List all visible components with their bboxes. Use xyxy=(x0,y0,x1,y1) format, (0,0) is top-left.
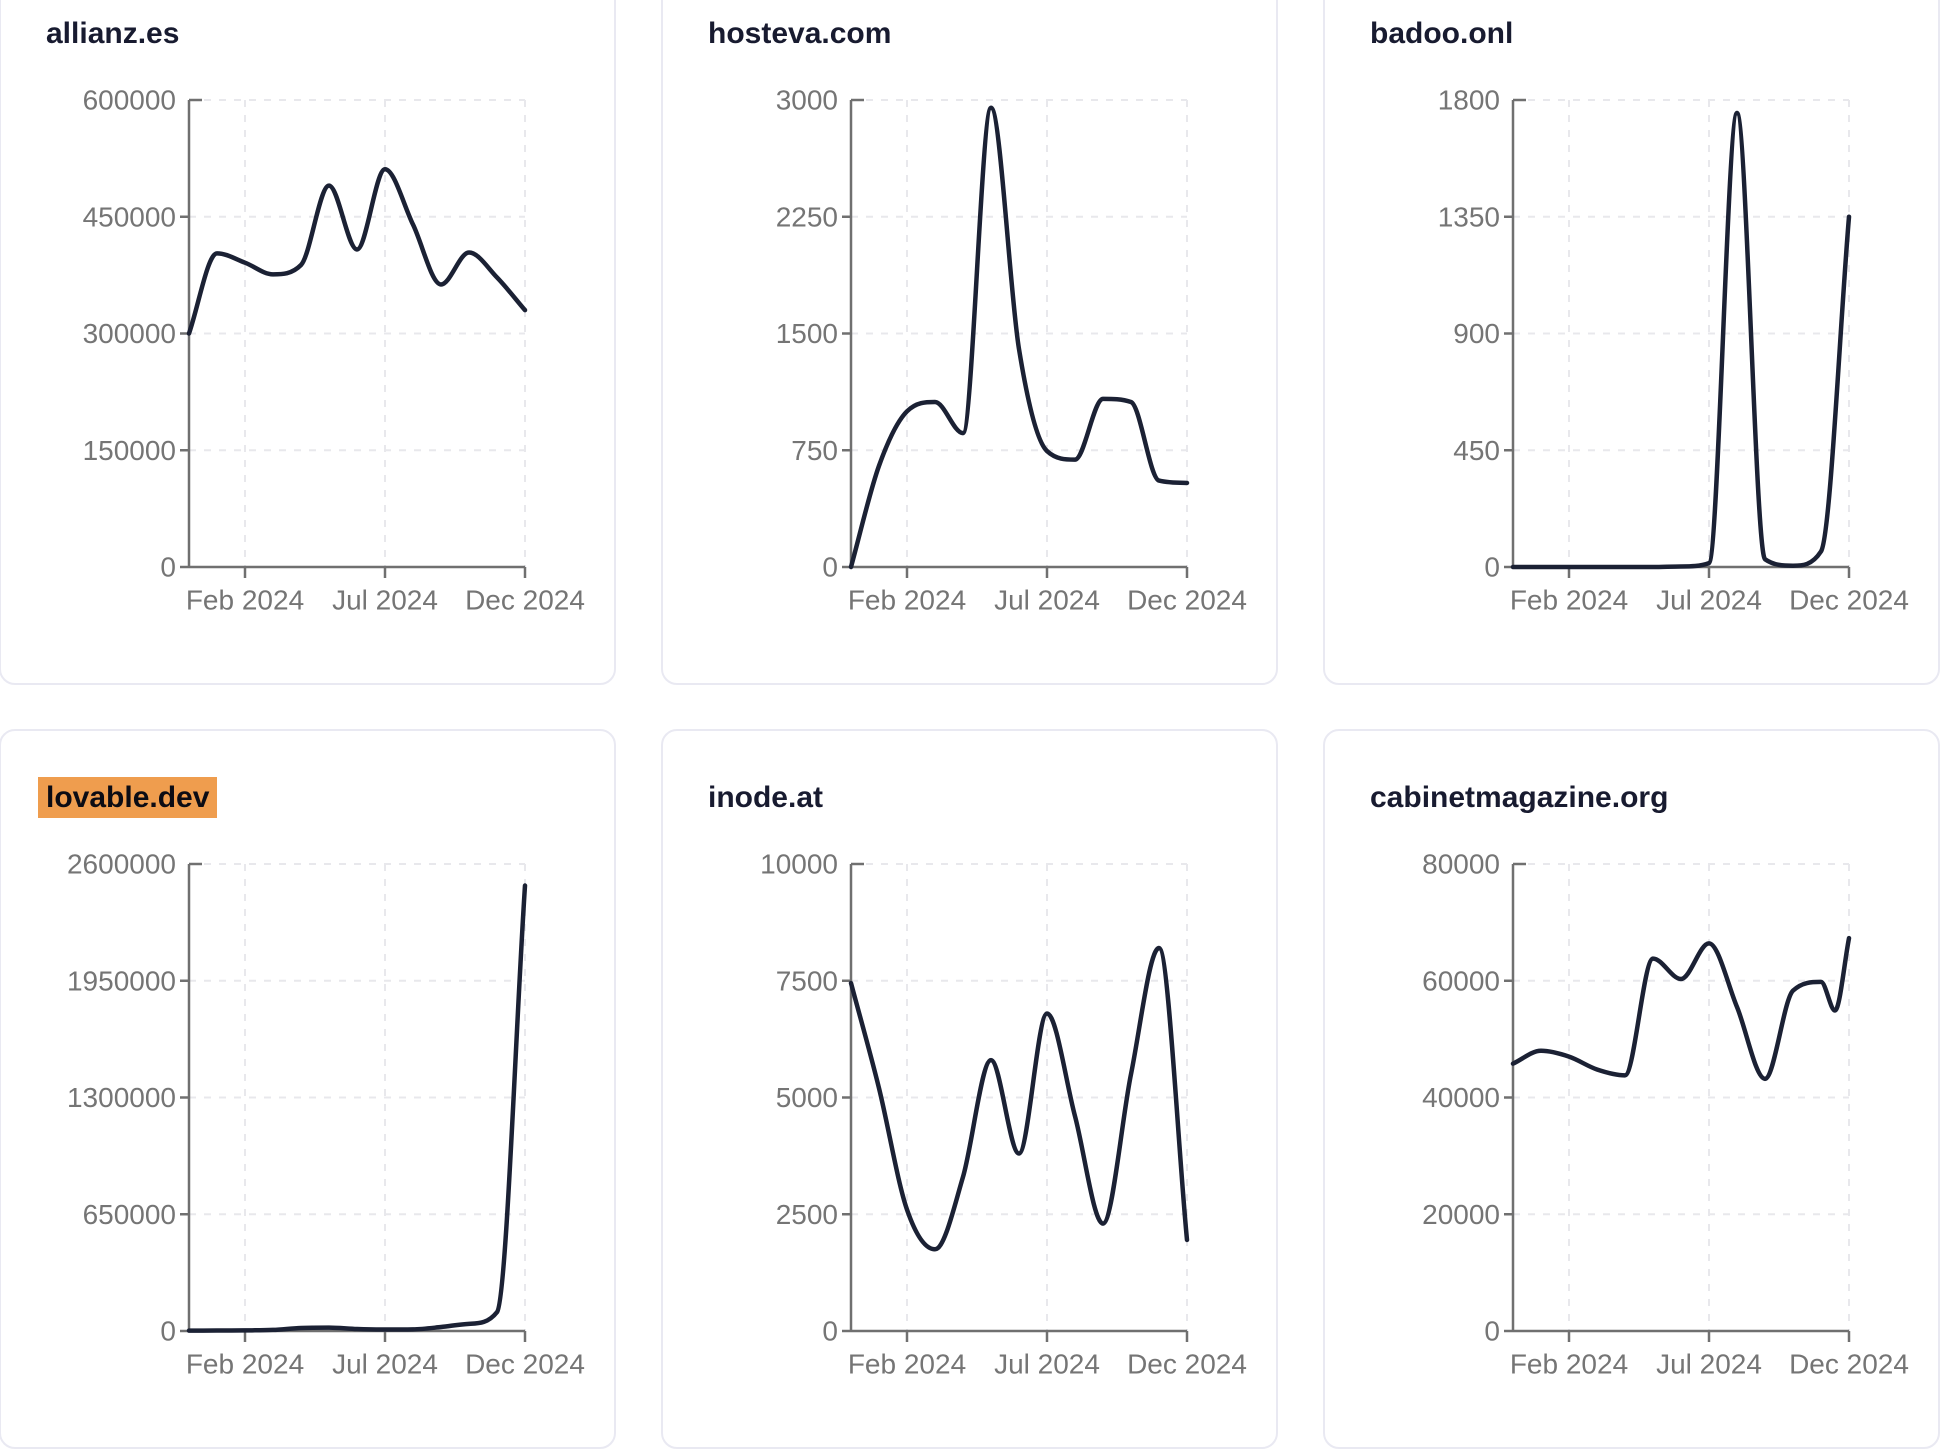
y-tick-label: 1500 xyxy=(776,318,838,349)
x-tick-label: Jul 2024 xyxy=(994,1349,1100,1380)
line-chart: 0 650000 1300000 1950000 2600000 Feb 2024 Jul … xyxy=(67,849,585,1380)
chart-card: allianz.es 0 150000 300000 450000 600000 Feb 2… xyxy=(0,0,616,685)
y-tick-label: 0 xyxy=(1484,1316,1500,1347)
chart-card: cabinetmagazine.org 0 20000 40000 60000 80000… xyxy=(1323,729,1940,1449)
chart-title-highlighted: lovable.dev xyxy=(38,777,218,818)
y-tick-label: 1300000 xyxy=(67,1082,176,1113)
x-tick-label: Dec 2024 xyxy=(465,1349,585,1380)
x-tick-label: Dec 2024 xyxy=(1127,585,1247,616)
x-tick-label: Dec 2024 xyxy=(1127,1349,1247,1380)
x-tick-label: Jul 2024 xyxy=(994,585,1100,616)
y-tick-label: 0 xyxy=(1484,552,1500,583)
x-tick-label: Dec 2024 xyxy=(1789,1349,1909,1380)
x-tick-label: Feb 2024 xyxy=(1510,1349,1628,1380)
y-tick-label: 450 xyxy=(1453,435,1500,466)
data-line xyxy=(848,945,1190,1252)
y-tick-label: 2600000 xyxy=(67,849,176,880)
chart-title: cabinetmagazine.org xyxy=(1370,781,1669,814)
x-tick-label: Dec 2024 xyxy=(465,585,585,616)
y-tick-label: 900 xyxy=(1453,318,1500,349)
chart-title: allianz.es xyxy=(46,17,180,50)
y-tick-label: 0 xyxy=(160,552,176,583)
y-tick-label: 650000 xyxy=(83,1199,176,1230)
line-chart: 0 20000 40000 60000 80000 Feb 2024 Jul 2024 Dec… xyxy=(1422,849,1909,1380)
x-tick-label: Jul 2024 xyxy=(1656,1349,1762,1380)
data-line xyxy=(848,105,1190,570)
y-tick-label: 1350 xyxy=(1438,201,1500,232)
y-tick-label: 0 xyxy=(822,552,838,583)
data-line xyxy=(186,883,528,1333)
chart-card: badoo.onl 0 450 900 1350 1800 Feb 2024 Jul 2024… xyxy=(1323,0,1940,685)
y-tick-label: 300000 xyxy=(83,318,176,349)
x-tick-label: Jul 2024 xyxy=(1656,585,1762,616)
y-tick-label: 60000 xyxy=(1422,965,1500,996)
y-tick-label: 150000 xyxy=(83,435,176,466)
data-line xyxy=(186,167,528,336)
x-tick-label: Feb 2024 xyxy=(848,585,966,616)
x-tick-label: Feb 2024 xyxy=(848,1349,966,1380)
x-tick-label: Jul 2024 xyxy=(332,1349,438,1380)
x-tick-label: Jul 2024 xyxy=(332,585,438,616)
y-tick-label: 80000 xyxy=(1422,849,1500,880)
chart-card: lovable.dev 0 650000 1300000 1950000 2600000 F… xyxy=(0,729,616,1449)
x-tick-label: Feb 2024 xyxy=(1510,585,1628,616)
chart-title: hosteva.com xyxy=(708,17,892,50)
y-tick-label: 1950000 xyxy=(67,965,176,996)
y-tick-label: 2500 xyxy=(776,1199,838,1230)
y-tick-label: 1800 xyxy=(1438,85,1500,116)
line-chart: 0 2500 5000 7500 10000 Feb 2024 Jul 2024 Dec 20… xyxy=(760,849,1247,1380)
y-tick-label: 40000 xyxy=(1422,1082,1500,1113)
y-tick-label: 2250 xyxy=(776,201,838,232)
y-tick-label: 600000 xyxy=(83,85,176,116)
y-tick-label: 0 xyxy=(822,1316,838,1347)
line-chart: 0 150000 300000 450000 600000 Feb 2024 Jul 202… xyxy=(83,85,585,616)
line-chart: 0 450 900 1350 1800 Feb 2024 Jul 2024 Dec 2024 xyxy=(1438,85,1909,616)
chart-card: inode.at 0 2500 5000 7500 10000 Feb 2024 Jul 20… xyxy=(661,729,1278,1449)
y-tick-label: 750 xyxy=(791,435,838,466)
y-tick-label: 0 xyxy=(160,1316,176,1347)
y-tick-label: 20000 xyxy=(1422,1199,1500,1230)
y-tick-label: 7500 xyxy=(776,965,838,996)
data-line xyxy=(1510,110,1852,570)
chart-title: badoo.onl xyxy=(1370,17,1514,50)
x-tick-label: Feb 2024 xyxy=(186,1349,304,1380)
line-chart: 0 750 1500 2250 3000 Feb 2024 Jul 2024 Dec 2024 xyxy=(776,85,1247,616)
y-tick-label: 5000 xyxy=(776,1082,838,1113)
y-tick-label: 450000 xyxy=(83,201,176,232)
data-line xyxy=(1510,935,1852,1082)
y-tick-label: 10000 xyxy=(760,849,838,880)
chart-title: inode.at xyxy=(708,781,824,814)
x-tick-label: Dec 2024 xyxy=(1789,585,1909,616)
chart-card: hosteva.com 0 750 1500 2250 3000 Feb 2024 Jul 2… xyxy=(661,0,1278,685)
x-tick-label: Feb 2024 xyxy=(186,585,304,616)
y-tick-label: 3000 xyxy=(776,85,838,116)
